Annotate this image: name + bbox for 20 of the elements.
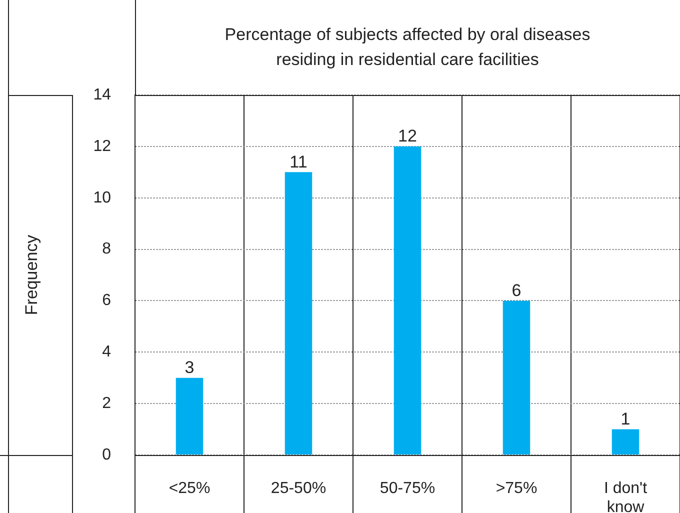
y-tick-label: 10 bbox=[93, 189, 112, 206]
data-label: 3 bbox=[184, 358, 194, 378]
x-tick-label: I don't know bbox=[604, 480, 648, 513]
y-tick-label: 2 bbox=[102, 394, 112, 412]
x-tick-label: 25-50% bbox=[270, 480, 326, 498]
y-tick-label: 4 bbox=[102, 344, 112, 361]
chart-title: Percentage of subjects affected by oral diseases residing in residential care facilities bbox=[224, 24, 592, 70]
y-tick-label: 0 bbox=[102, 446, 112, 464]
data-label: 6 bbox=[512, 280, 522, 300]
data-label: 1 bbox=[620, 409, 630, 428]
y-tick-label: 12 bbox=[93, 138, 112, 155]
x-tick-label: >75% bbox=[496, 480, 538, 498]
y-axis-title: Frequency bbox=[22, 234, 41, 316]
x-tick-label: 50-75% bbox=[380, 480, 436, 498]
data-label: 11 bbox=[290, 152, 308, 172]
data-label: 12 bbox=[398, 126, 417, 146]
y-tick-label: 8 bbox=[102, 240, 112, 258]
x-tick-label: <25% bbox=[168, 480, 210, 498]
y-tick-label: 6 bbox=[102, 292, 112, 310]
y-tick-label: 14 bbox=[93, 86, 112, 104]
